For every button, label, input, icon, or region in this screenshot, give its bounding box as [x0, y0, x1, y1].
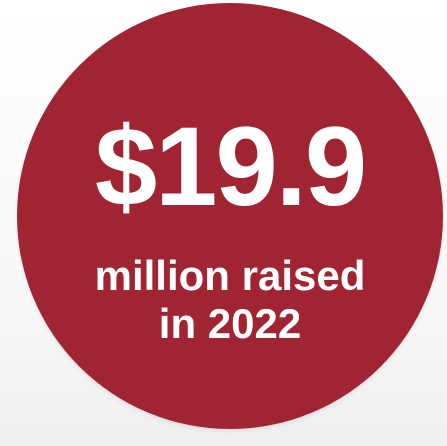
stat-circle: $19.9 million raised in 2022	[17, 3, 443, 429]
stat-caption-line-2: in 2022	[158, 300, 302, 347]
stat-amount: $19.9	[94, 104, 367, 229]
stat-caption: million raised in 2022	[17, 252, 443, 348]
stat-caption-line-1: million raised	[94, 252, 366, 299]
